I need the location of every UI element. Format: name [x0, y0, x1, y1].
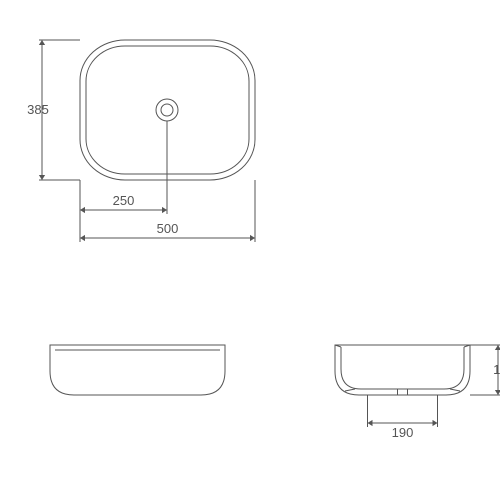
drain-outer: [156, 99, 178, 121]
drain-inner: [161, 104, 173, 116]
dimension-label: 500: [157, 221, 179, 236]
side-view-inner-cavity: [341, 347, 464, 389]
dimension-label: 250: [113, 193, 135, 208]
dimension-label: 385: [27, 102, 49, 117]
dimension-label: 135: [493, 362, 500, 377]
side-view-outer: [335, 345, 470, 395]
front-view-outline: [50, 345, 225, 395]
dimension-label: 190: [392, 425, 414, 440]
